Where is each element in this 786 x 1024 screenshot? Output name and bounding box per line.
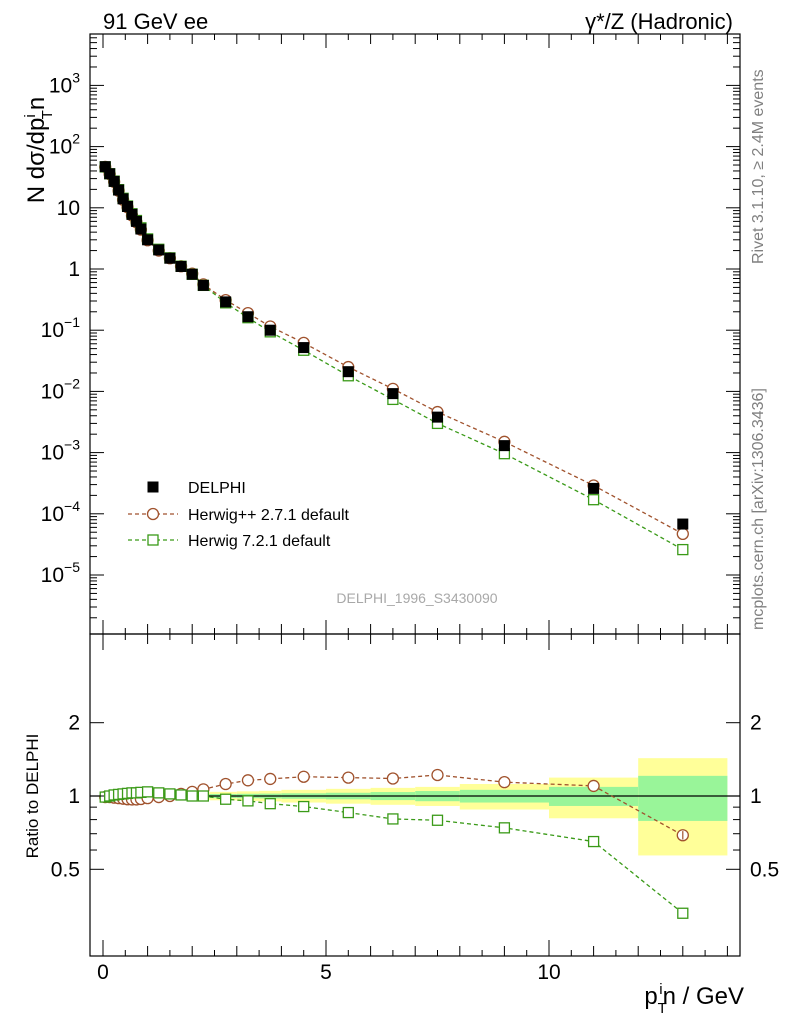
data-point	[242, 311, 254, 323]
ratio-point	[197, 790, 210, 802]
y-tick-label: 10−2	[41, 375, 81, 403]
data-point	[175, 260, 187, 272]
ratio-panel-tick-labels: 0.5 0.5 1 1 2 2 0 5 10	[51, 712, 779, 984]
data-point	[130, 215, 142, 227]
ratio-panel-ticks	[90, 634, 740, 956]
ratio-point	[186, 790, 198, 802]
ratio-point	[587, 779, 600, 793]
ratio-point	[219, 777, 232, 791]
mcplots-label: mcplots.cern.ch [arXiv:1306.3436]	[750, 388, 767, 630]
legend-label: Herwig 7.2.1 default	[188, 533, 331, 550]
y-tick-label: 10−5	[41, 559, 81, 587]
ratio-y-tick-label: 1	[68, 785, 80, 808]
data-point	[126, 208, 138, 220]
ratio-y-tick-label: 0.5	[51, 858, 80, 881]
ratio-point	[587, 835, 600, 848]
data-point	[677, 518, 689, 530]
ratio-point	[241, 774, 255, 787]
ratio-point	[175, 789, 187, 801]
left-title: 91 GeV ee	[103, 9, 208, 34]
ratio-point	[242, 795, 254, 807]
data-point	[587, 494, 600, 506]
y-tick-label: 1	[68, 258, 80, 281]
main-panel-series	[99, 160, 689, 556]
ratio-axis-title: Ratio to DELPHI	[23, 734, 42, 859]
ratio-point	[141, 786, 154, 798]
data-point	[342, 366, 354, 378]
data-point	[588, 482, 600, 494]
data-point	[135, 223, 147, 235]
ratio-point	[298, 800, 310, 813]
series-delphi	[99, 161, 689, 530]
x-tick-label: 5	[320, 961, 332, 984]
main-panel-y-tick-labels: 10−5 10−4 10−3 10−2 10−1 1 10 102 103	[41, 69, 81, 587]
uncertainty-bands	[103, 758, 728, 856]
data-point	[108, 175, 120, 187]
x-tick-label: 10	[537, 961, 560, 984]
series-line	[104, 166, 684, 535]
ratio-point	[498, 775, 511, 789]
data-point	[113, 184, 125, 196]
y-tick-label: 10−3	[41, 437, 81, 465]
data-point	[498, 440, 510, 452]
data-point	[122, 201, 134, 213]
ratio-y-tick-label-right: 0.5	[750, 858, 779, 881]
ratio-y-tick-label: 2	[68, 712, 80, 735]
y-tick-label: 103	[49, 69, 80, 97]
analysis-watermark: DELPHI_1996_S3430090	[336, 590, 497, 606]
legend-marker	[147, 534, 159, 546]
ratio-point	[264, 798, 276, 810]
ratio-point	[297, 770, 310, 783]
legend-label: DELPHI	[188, 480, 246, 497]
legend-marker	[146, 507, 160, 521]
ratio-point	[153, 787, 165, 799]
data-point	[164, 252, 176, 264]
data-point	[186, 268, 198, 280]
legend-marker	[147, 481, 159, 493]
data-point	[298, 342, 310, 354]
ratio-point	[387, 813, 399, 825]
ratio-series-herwig-7-2-1-default	[99, 786, 689, 919]
data-point	[676, 527, 689, 541]
ratio-panel: 0.5 0.5 1 1 2 2 0 5 10 Ratio to DELPHI pTin / Ge…	[23, 633, 779, 1017]
main-panel-ticks	[90, 34, 740, 634]
rivet-label: Rivet 3.1.10, ≥ 2.4M events	[750, 69, 767, 264]
data-point	[387, 388, 399, 400]
legend: DELPHI Herwig++ 2.7.1 default Herwig 7.2.1…	[128, 480, 350, 550]
ratio-point	[677, 907, 689, 919]
data-point	[220, 296, 232, 308]
y-tick-label: 10	[57, 197, 80, 220]
ratio-y-tick-label-right: 1	[750, 785, 762, 808]
ratio-point	[342, 771, 355, 784]
ratio-point	[164, 788, 176, 800]
data-point	[99, 161, 111, 173]
stat-band	[638, 775, 728, 821]
data-point	[197, 279, 209, 291]
x-axis-title: pTin / GeV	[644, 981, 744, 1017]
data-point	[104, 168, 116, 180]
data-point	[117, 193, 129, 205]
ratio-point	[219, 793, 232, 805]
data-point	[142, 234, 154, 246]
ratio-y-tick-label-right: 2	[750, 712, 762, 735]
ratio-point	[342, 806, 354, 819]
data-point	[432, 411, 443, 423]
y-tick-label: 10−1	[41, 314, 81, 342]
data-point	[677, 543, 689, 556]
right-title: γ*/Z (Hadronic)	[585, 9, 733, 34]
data-point	[153, 244, 165, 256]
data-point	[264, 324, 276, 336]
y-tick-label: 102	[49, 131, 80, 159]
ratio-point	[498, 822, 511, 834]
ratio-point	[431, 814, 444, 826]
ratio-point	[431, 768, 444, 782]
x-tick-label: 0	[97, 961, 109, 984]
ratio-point	[386, 772, 400, 785]
ratio-panel-series	[99, 768, 689, 919]
legend-label: Herwig++ 2.7.1 default	[188, 507, 350, 524]
ratio-point	[264, 772, 277, 786]
y-tick-label: 10−4	[41, 498, 81, 526]
